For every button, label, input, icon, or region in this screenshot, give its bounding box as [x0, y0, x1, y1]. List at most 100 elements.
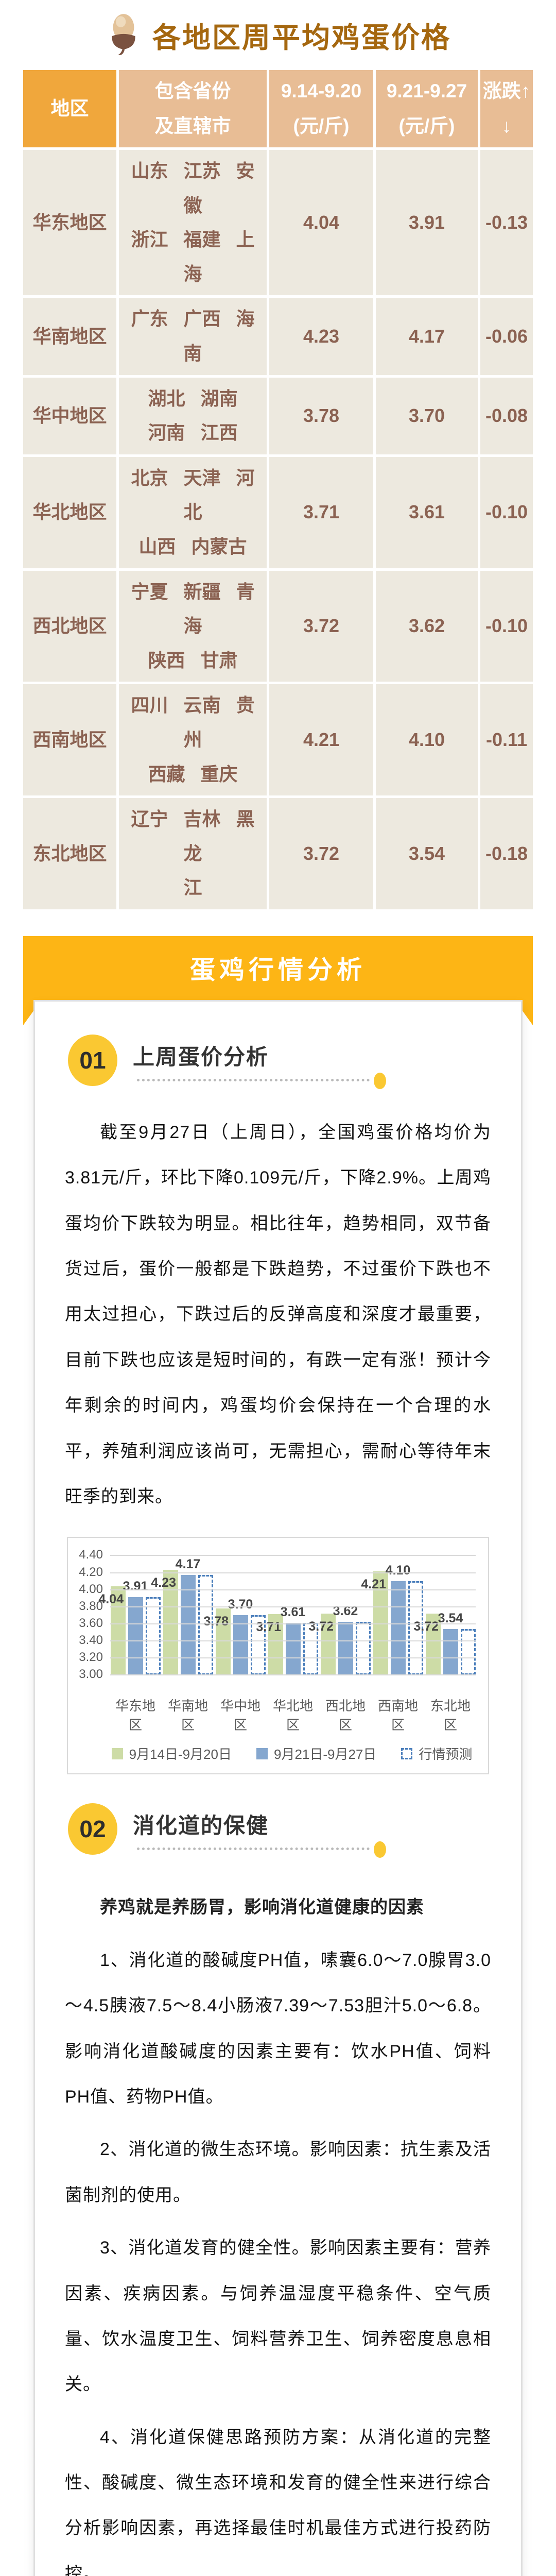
table-row-provinces: 辽宁 吉林 黑龙 江 [119, 798, 267, 909]
price-table: 地区 包含省份 及直辖市 9.14-9.20 (元/斤) 9.21-9.27 (元/斤… [23, 70, 533, 909]
chart-gridline [110, 1640, 476, 1642]
chart-legend: 9月14日-9月20日 9月21日-9月27日 行情预测 [104, 1744, 480, 1763]
chart-bar-group: 3.71 3.61 [256, 1555, 318, 1675]
table-row-week1-price: 3.72 [269, 798, 373, 909]
chart-data-label: 4.04 [98, 1592, 124, 1607]
chart-bar-forecast [303, 1623, 318, 1675]
table-row-region: 东北地区 [23, 798, 116, 909]
chart-data-label: 3.61 [280, 1605, 306, 1620]
table-header-provinces: 包含省份 及直辖市 [119, 70, 267, 147]
page-title: 各地区周平均鸡蛋价格 [152, 22, 451, 54]
chart-data-label: 3.71 [256, 1620, 281, 1635]
table-header-change: 涨跌↑ ↓ [480, 70, 533, 147]
table-row-change: -0.18 [480, 798, 533, 909]
table-header-week2: 9.21-9.27 (元/斤) [376, 70, 478, 147]
chart-bar-series1 [268, 1614, 283, 1675]
legend-label: 行情预测 [419, 1747, 473, 1762]
table-header-region: 地区 [23, 70, 116, 147]
chart-data-label: 3.54 [438, 1611, 463, 1626]
chart-bar-series1 [110, 1586, 126, 1675]
chart-x-label: 华北地区 [272, 1698, 313, 1733]
chart-bar-series2 [390, 1581, 406, 1675]
chart-bars [215, 1608, 266, 1675]
chart-y-tick: 3.60 [79, 1616, 103, 1630]
chart-gridline [110, 1555, 476, 1556]
table-row-region: 华北地区 [23, 456, 116, 568]
table-row-week2-price: 4.10 [376, 684, 478, 796]
chart-data-label: 4.17 [175, 1557, 201, 1572]
chart-bar-groups: 4.04 3.91 4.23 4.17 3.78 3.70 3.71 3.61 3.72 3.62… [98, 1555, 476, 1675]
chart-bar-series2 [233, 1615, 248, 1675]
chart-bar-series2 [443, 1629, 458, 1675]
section1-title: 上周蛋价分析 [133, 1044, 269, 1069]
chart-y-tick: 4.00 [79, 1582, 103, 1596]
chart-data-label: 4.23 [151, 1575, 176, 1590]
section1-dotted-line [137, 1072, 386, 1089]
table-row-provinces: 广东 广西 海南 [119, 298, 267, 375]
section1-paragraph: 截至9月27日（上周日），全国鸡蛋价格均价为3.81元/斤，环比下降0.109元… [65, 1122, 491, 1506]
table-row-region: 华中地区 [23, 377, 116, 454]
table-row-week1-price: 4.23 [269, 298, 373, 375]
table-row-change: -0.10 [480, 570, 533, 682]
chart-bar-forecast [460, 1629, 476, 1675]
table-row-region: 华东地区 [23, 150, 116, 296]
section2-paragraph-3: 3、消化道发育的健全性。影响因素主要有：营养因素、疾病因素。与饲养温湿度平稳条件… [65, 2238, 491, 2395]
table-row-week1-price: 4.21 [269, 684, 373, 796]
egg-price-chart: 4.04 3.91 4.23 4.17 3.78 3.70 3.71 3.61 3.72 3.62… [67, 1537, 489, 1775]
chart-plot: 4.04 3.91 4.23 4.17 3.78 3.70 3.71 3.61 3.72 3.62… [98, 1555, 476, 1676]
table-row-week1-price: 3.71 [269, 456, 373, 568]
legend-swatch-icon [111, 1748, 123, 1759]
table-row-week2-price: 3.54 [376, 798, 478, 909]
chart-gridline [110, 1572, 476, 1573]
chart-y-tick: 3.00 [79, 1667, 103, 1682]
chart-y-tick: 3.80 [79, 1599, 103, 1613]
table-row-week2-price: 3.70 [376, 377, 478, 454]
section2-dotted-line [137, 1841, 386, 1858]
table-row-region: 华南地区 [23, 298, 116, 375]
legend-label: 9月14日-9月20日 [129, 1747, 232, 1762]
chart-bar-series2 [338, 1622, 353, 1675]
table-row-week2-price: 4.17 [376, 298, 478, 375]
chart-y-tick: 3.20 [79, 1650, 103, 1665]
chart-x-label: 东北地区 [430, 1698, 471, 1733]
table-row-week1-price: 3.78 [269, 377, 373, 454]
chart-data-label: 4.10 [385, 1563, 411, 1578]
chart-bar-series2 [128, 1597, 143, 1675]
table-row-provinces: 湖北 湖南 河南 江西 [119, 377, 267, 454]
table-row-region: 西北地区 [23, 570, 116, 682]
chart-bar-forecast [250, 1615, 266, 1675]
chart-legend-item: 9月21日-9月27日 [256, 1744, 376, 1763]
table-row-week1-price: 3.72 [269, 570, 373, 682]
chart-y-tick: 4.20 [79, 1565, 103, 1579]
legend-label: 9月21日-9月27日 [273, 1747, 377, 1762]
page-header: 各地区周平均鸡蛋价格 [0, 0, 556, 67]
table-header-week1: 9.14-9.20 (元/斤) [269, 70, 373, 147]
section1-header: 01 上周蛋价分析 [65, 1031, 491, 1103]
section2-number-badge: 02 [68, 1803, 117, 1855]
chart-x-label: 西南地区 [377, 1698, 418, 1733]
table-row-change: -0.11 [480, 684, 533, 796]
chart-y-tick: 4.40 [79, 1548, 103, 1562]
chart-legend-item: 行情预测 [401, 1744, 472, 1763]
table-row-provinces: 北京 天津 河北 山西 内蒙古 [119, 456, 267, 568]
table-row-region: 西南地区 [23, 684, 116, 796]
table-row-change: -0.06 [480, 298, 533, 375]
chart-bar-forecast [355, 1622, 371, 1675]
chart-x-labels: 华东地区 华南地区 华中地区 华北地区 西北地区 西南地区 东北地区 [110, 1689, 476, 1734]
chart-bars [425, 1614, 476, 1675]
chart-gridline [110, 1657, 476, 1659]
chart-data-label: 3.91 [123, 1579, 148, 1594]
banner-ribbon: 蛋鸡行情分析 [23, 936, 533, 1000]
legend-swatch-icon [256, 1748, 268, 1759]
chart-bar-forecast [145, 1597, 161, 1675]
chart-x-label: 西北地区 [325, 1698, 366, 1733]
chart-bar-group: 3.78 3.70 [203, 1555, 266, 1675]
chart-data-label: 3.72 [413, 1619, 439, 1634]
table-row-provinces: 山东 江苏 安徽 浙江 福建 上海 [119, 150, 267, 296]
chart-bar-series1 [215, 1608, 231, 1675]
section2-paragraph-1: 1、消化道的酸碱度PH值，嗉囊6.0～7.0腺胃3.0～4.5胰液7.5～8.4… [65, 1950, 491, 2107]
table-row-change: -0.08 [480, 377, 533, 454]
chart-bars [110, 1586, 161, 1675]
table-row-week2-price: 3.61 [376, 456, 478, 568]
